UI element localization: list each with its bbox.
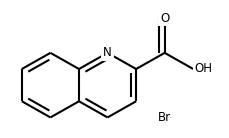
Text: OH: OH [194, 63, 212, 75]
Text: N: N [103, 46, 112, 59]
Text: O: O [159, 12, 169, 25]
Text: Br: Br [157, 111, 171, 124]
